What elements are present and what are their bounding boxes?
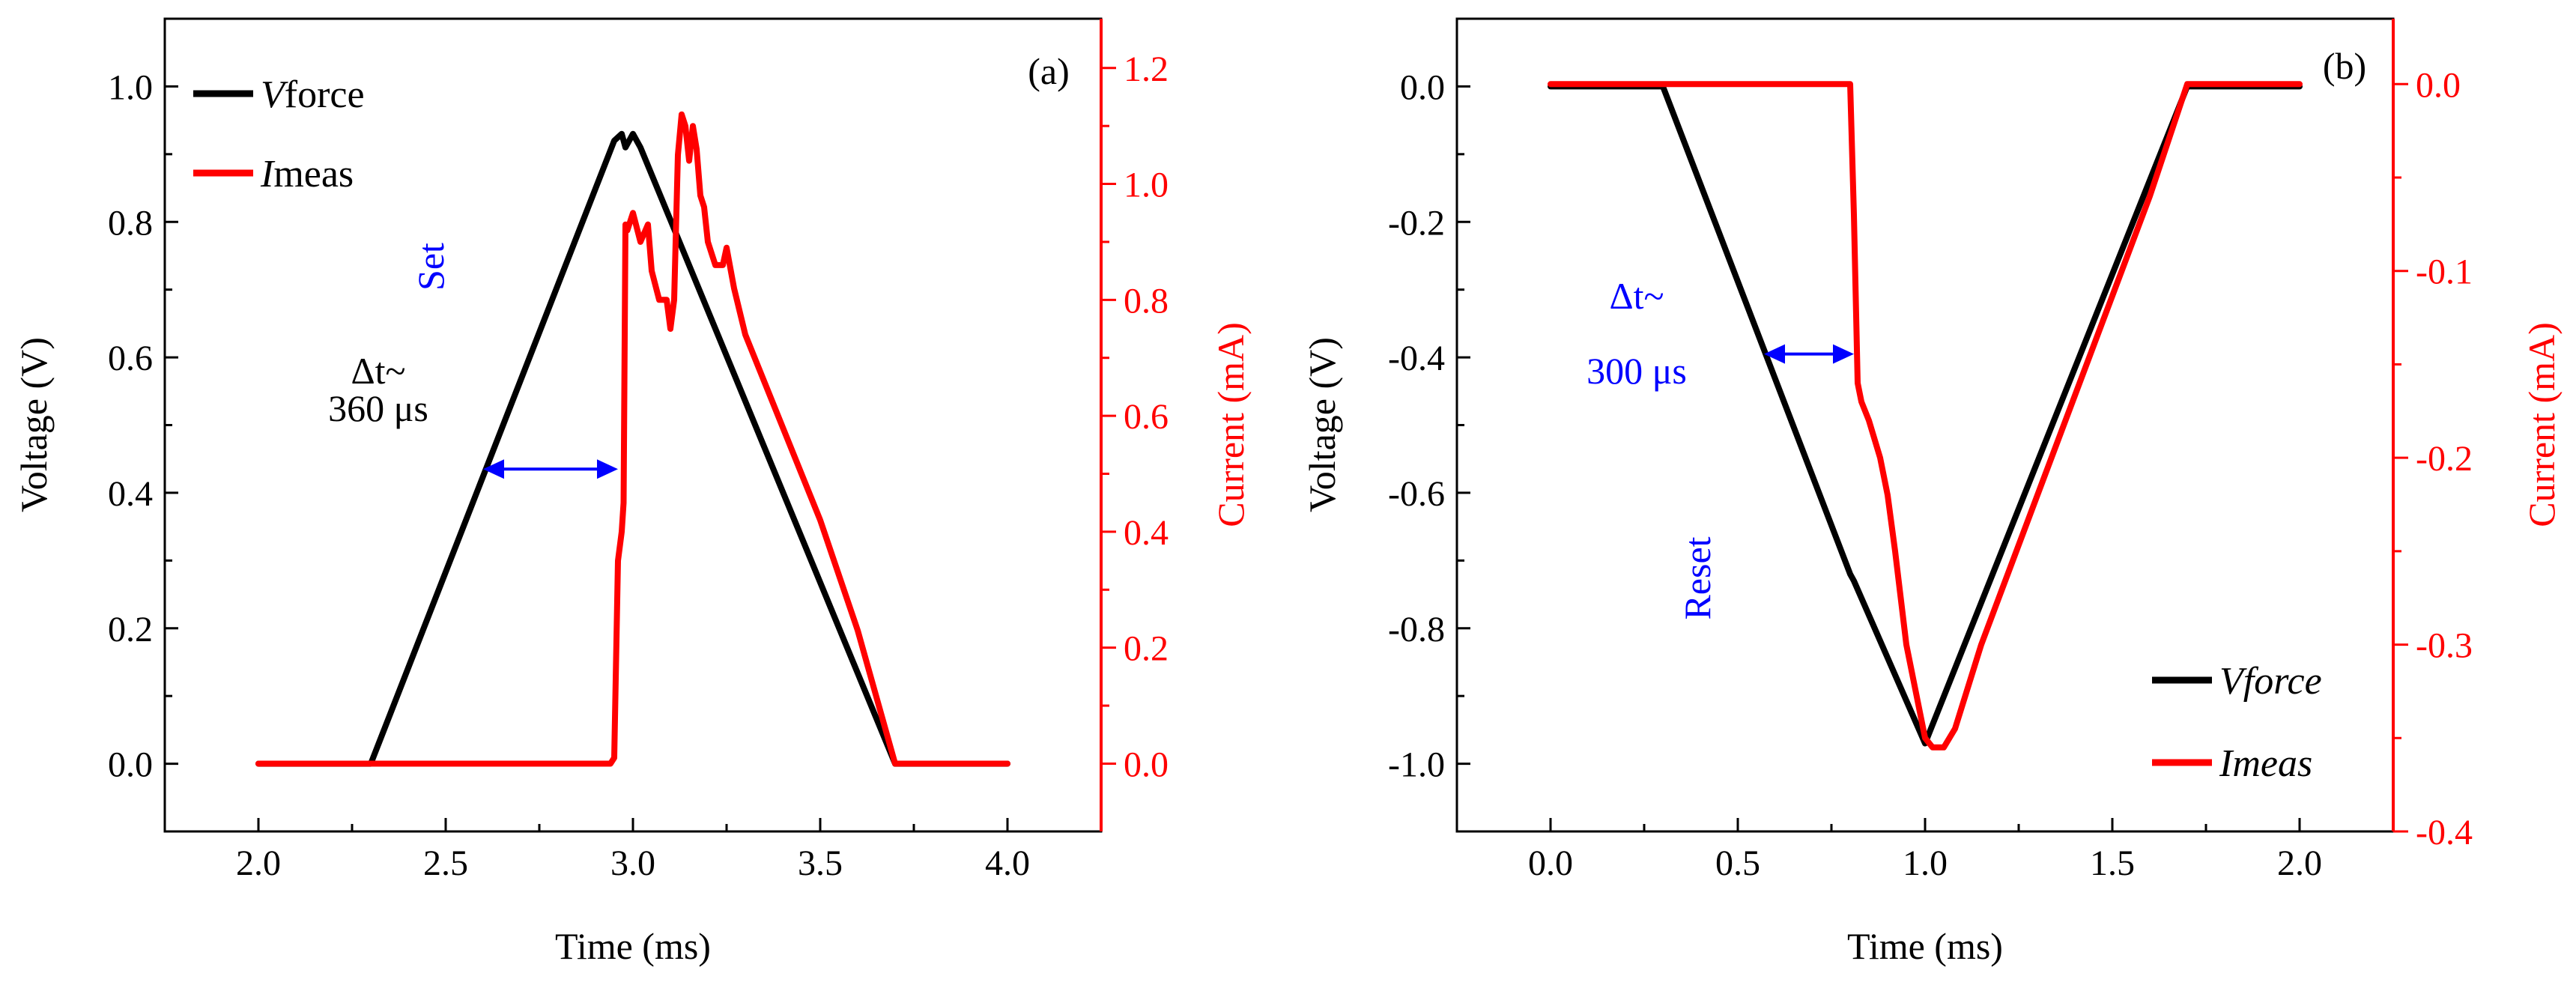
y-tick-label-left-b: -1.0 <box>1388 745 1445 785</box>
panel-a: 2.0 2.5 3.0 3.5 4.0 0.0 0.2 0.4 0.6 0.8 1.0 0.0 0.2 0… <box>13 17 1252 967</box>
y-tick-label-right-b: -0.4 <box>2416 813 2473 852</box>
panel-label-b: (b) <box>2323 45 2366 87</box>
y-tick-label-right-b: -0.1 <box>2416 252 2473 292</box>
delta-t-label-a: Δt~ <box>351 350 405 392</box>
series-line-vforce-a <box>255 130 1010 767</box>
delta-t-arrow-b <box>1764 344 1854 364</box>
x-tick-label-b: 1.5 <box>2090 843 2135 883</box>
y-tick-label-left-a: 0.8 <box>108 203 153 243</box>
arrow-head-right-a <box>597 459 618 479</box>
arrow-head-left-b <box>1764 344 1785 364</box>
x-axis-label-a: Time (ms) <box>555 925 711 967</box>
x-tick-label-a: 2.5 <box>423 843 468 883</box>
x-axis-label-b: Time (ms) <box>1847 925 2003 967</box>
y-tick-label-right-b: 0.0 <box>2416 65 2461 105</box>
legend-label-vforce-b: Vforce <box>2219 660 2322 703</box>
operation-label-set: Set <box>410 243 452 291</box>
delta-t-value-a: 360 μs <box>328 387 428 429</box>
y-tick-label-left-a: 0.2 <box>108 610 153 649</box>
legend-label-vforce-a: Vforce <box>261 73 365 116</box>
y-tick-label-right-b: -0.3 <box>2416 626 2473 666</box>
operation-label-reset: Reset <box>1676 536 1718 619</box>
series-line-imeas-a <box>255 111 1010 767</box>
y-axis-label-right-a: Current (mA) <box>1210 322 1252 527</box>
legend-b: Vforce Imeas <box>2152 660 2322 785</box>
y-tick-label-right-a: 1.0 <box>1124 166 1169 205</box>
y-tick-label-right-a: 1.2 <box>1124 49 1169 89</box>
x-tick-label-a: 3.0 <box>610 843 655 883</box>
y-tick-label-right-a: 0.8 <box>1124 281 1169 321</box>
x-tick-label-b: 0.0 <box>1528 843 1573 883</box>
y-tick-label-right-b: -0.2 <box>2416 439 2473 479</box>
x-tick-label-a: 4.0 <box>985 843 1030 883</box>
delta-t-value-b: 300 μs <box>1586 350 1687 392</box>
arrow-head-left-a <box>483 459 504 479</box>
y-tick-label-left-b: -0.6 <box>1388 474 1445 514</box>
y-tick-label-right-a: 0.6 <box>1124 397 1169 437</box>
series-line-imeas-b <box>1548 81 2303 751</box>
delta-t-arrow-a <box>483 459 618 479</box>
y-tick-label-right-a: 0.0 <box>1124 745 1169 784</box>
y-tick-label-right-a: 0.4 <box>1124 513 1169 553</box>
y-tick-label-left-a: 0.0 <box>108 745 153 785</box>
panel-label-a: (a) <box>1028 50 1070 92</box>
y-tick-label-left-b: -0.8 <box>1388 610 1445 649</box>
legend-a: Vforce Imeas <box>193 73 365 196</box>
legend-label-imeas-b: Imeas <box>2219 742 2312 785</box>
x-tick-label-b: 1.0 <box>1903 843 1948 883</box>
y-tick-label-left-b: -0.2 <box>1388 203 1445 243</box>
legend-label-imeas-a: Imeas <box>260 153 354 196</box>
y-tick-label-left-b: 0.0 <box>1400 67 1445 107</box>
x-tick-label-b: 0.5 <box>1715 843 1760 883</box>
panel-b: 0.0 0.5 1.0 1.5 2.0 0.0 -0.2 -0.4 -0.6 -0.8 -1.0 0.… <box>1301 17 2563 967</box>
y-axis-label-right-b: Current (mA) <box>2521 322 2563 527</box>
y-tick-label-right-a: 0.2 <box>1124 629 1169 669</box>
arrow-head-right-b <box>1833 344 1854 364</box>
y-tick-label-left-a: 0.6 <box>108 339 153 378</box>
y-axis-label-left-a: Voltage (V) <box>13 337 55 512</box>
y-tick-label-left-b: -0.4 <box>1388 339 1445 378</box>
delta-t-label-b: Δt~ <box>1609 275 1664 317</box>
x-tick-label-a: 3.5 <box>798 843 843 883</box>
x-tick-label-b: 2.0 <box>2277 843 2322 883</box>
x-tick-label-a: 2.0 <box>236 843 281 883</box>
y-tick-label-left-a: 0.4 <box>108 474 153 514</box>
y-axis-label-left-b: Voltage (V) <box>1301 337 1343 512</box>
y-tick-label-left-a: 1.0 <box>108 67 153 107</box>
